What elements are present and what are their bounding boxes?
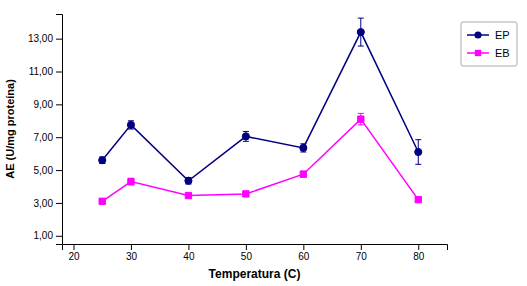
y-tick-mark: [56, 104, 62, 105]
data-point: [99, 198, 105, 204]
data-point: [99, 157, 106, 164]
y-tick-mark: [56, 72, 62, 73]
y-tick-mark: [56, 236, 62, 237]
series-line: [102, 119, 418, 201]
y-tick-mark: [56, 137, 62, 138]
series-line: [102, 32, 418, 181]
data-point: [185, 192, 191, 198]
x-tick: 70: [356, 244, 368, 262]
legend-marker: [474, 31, 481, 38]
legend-label: EP: [495, 29, 510, 41]
x-axis-title: Temperatura (C): [209, 267, 301, 281]
data-point: [300, 171, 306, 177]
data-point: [185, 177, 192, 184]
y-tick-mark: [56, 170, 62, 171]
error-bar: [99, 157, 105, 164]
data-point: [242, 133, 249, 140]
legend-item: EP: [467, 29, 510, 41]
error-bar: [300, 144, 306, 152]
legend: EP EB: [461, 22, 517, 66]
data-point: [127, 121, 134, 128]
data-point: [415, 196, 421, 202]
x-tick: 30: [126, 244, 138, 262]
x-tick-label: 70: [356, 251, 368, 262]
y-tick-label: 13,00: [28, 33, 53, 44]
legend-marker: [475, 50, 481, 56]
x-tick: 20: [68, 244, 80, 262]
error-bar: [243, 131, 249, 141]
y-tick-mark: [56, 39, 62, 40]
y-tick-label: 1,00: [34, 230, 54, 241]
x-axis: 20 30 40 50 60 70 80: [63, 244, 448, 262]
x-tick-label: 50: [241, 251, 253, 262]
y-tick: 5,00: [34, 165, 62, 176]
error-bar: [358, 18, 364, 46]
y-tick-mark: [56, 203, 62, 204]
plot: 203040506070801,003,005,007,009,0011,001…: [28, 15, 448, 263]
x-tick: 60: [298, 244, 310, 262]
x-tick-label: 60: [298, 251, 310, 262]
error-bar: [185, 177, 191, 184]
y-tick: 13,00: [28, 33, 62, 44]
y-tick: 9,00: [34, 99, 62, 110]
x-tick: 50: [241, 244, 253, 262]
y-tick: 3,00: [34, 198, 62, 209]
x-tick-mark: [188, 244, 189, 250]
legend-item: EB: [467, 47, 510, 59]
y-tick: 7,00: [34, 132, 62, 143]
x-tick-label: 40: [183, 251, 195, 262]
x-tick-mark: [303, 244, 304, 250]
y-axis-title: AE (U/mg proteína): [4, 79, 16, 179]
legend-label: EB: [495, 47, 510, 59]
data-point: [357, 29, 364, 36]
data-point: [300, 144, 307, 151]
x-tick-label: 30: [126, 251, 138, 262]
chart: 203040506070801,003,005,007,009,0011,001…: [0, 0, 527, 286]
y-axis-line: [56, 15, 63, 245]
error-bar: [415, 140, 421, 165]
x-tick-mark: [418, 244, 419, 250]
error-bar: [358, 113, 364, 125]
y-tick-label: 3,00: [34, 198, 54, 209]
x-tick-mark: [361, 244, 362, 250]
x-tick: 40: [183, 244, 195, 262]
x-tick-mark: [73, 244, 74, 250]
series: [99, 113, 421, 204]
y-tick-label: 9,00: [34, 99, 54, 110]
y-tick-label: 5,00: [34, 165, 54, 176]
legend-frame: [461, 22, 517, 66]
data-point: [358, 116, 364, 122]
x-tick-label: 80: [413, 251, 425, 262]
y-tick-label: 7,00: [34, 132, 54, 143]
x-tick-mark: [131, 244, 132, 250]
error-bar: [128, 121, 134, 129]
y-tick-label: 11,00: [29, 66, 54, 77]
x-axis-line: [63, 245, 448, 251]
x-tick-mark: [246, 244, 247, 250]
error-bar: [300, 171, 306, 177]
y-axis: 1,00 3,00 5,00 7,00 9,00 11,00 13,00: [28, 15, 63, 245]
series: [99, 18, 422, 184]
data-point: [128, 178, 134, 184]
marks: [99, 18, 422, 204]
x-tick: 80: [413, 244, 425, 262]
data-point: [243, 191, 249, 197]
y-tick: 11,00: [29, 66, 62, 77]
data-point: [415, 148, 422, 155]
y-tick: 1,00: [34, 230, 62, 241]
x-tick-label: 20: [68, 251, 80, 262]
error-bar: [128, 178, 134, 185]
